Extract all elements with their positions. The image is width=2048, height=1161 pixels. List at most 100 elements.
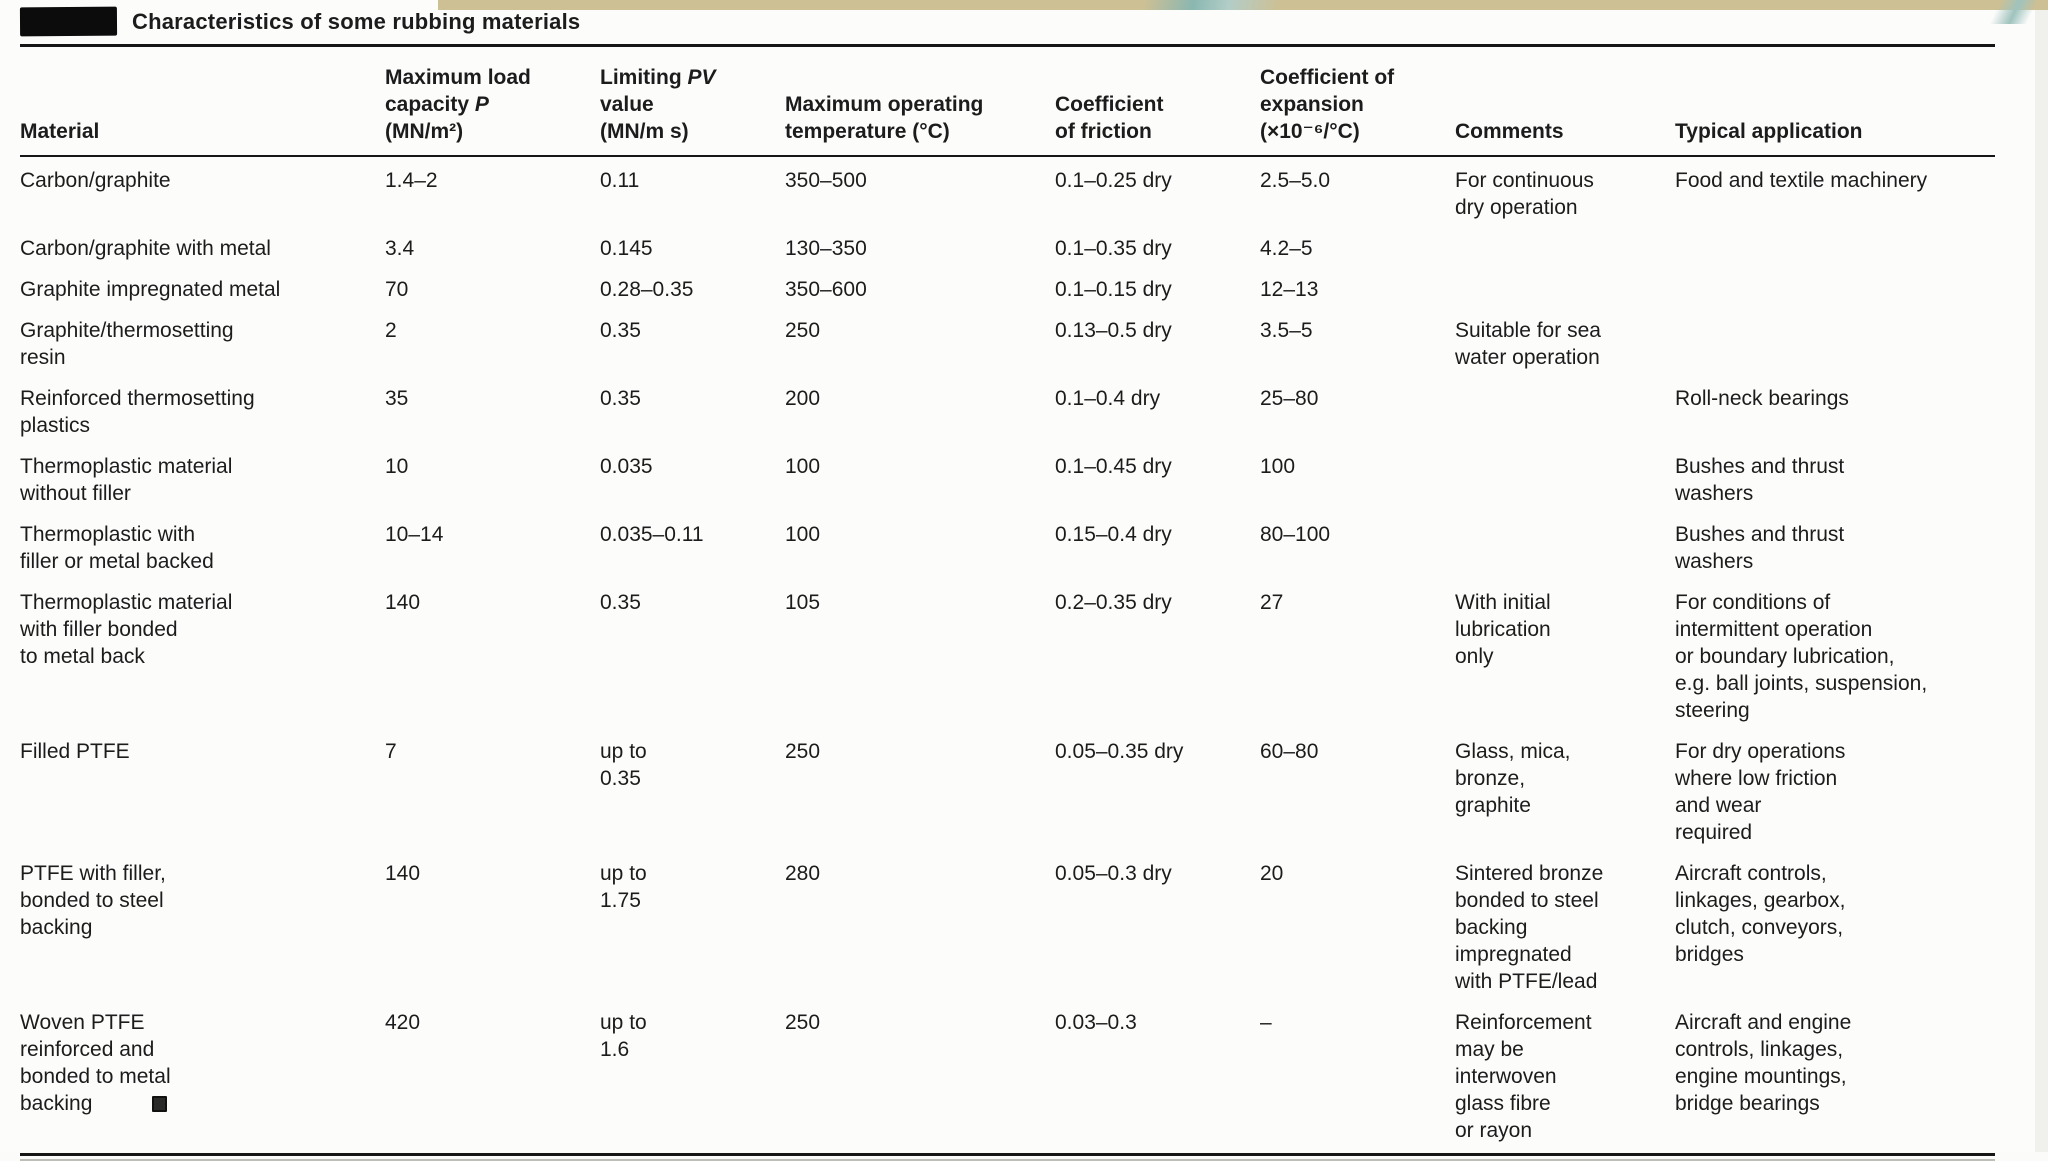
cell-application: Roll-neck bearings <box>1675 387 1849 410</box>
cell-load: 140 <box>385 862 421 885</box>
table-title: Characteristics of some rubbing material… <box>132 8 581 34</box>
cell-temperature: 250 <box>785 319 821 342</box>
cell-friction: 0.1–0.15 dry <box>1055 278 1172 301</box>
cell-load: 3.4 <box>385 237 415 260</box>
cell-pv: 0.28–0.35 <box>600 278 694 301</box>
cell-temperature: 130–350 <box>785 237 867 260</box>
cell-temperature: 100 <box>785 523 821 546</box>
cell-material: Thermoplastic with filler or metal backe… <box>20 523 214 573</box>
cell-expansion: 20 <box>1260 862 1284 885</box>
header-max-load-text: Maximum load capacity <box>385 66 531 116</box>
table-row: Thermoplastic material with filler bonde… <box>20 584 1995 733</box>
cell-pv: 0.035–0.11 <box>600 523 704 546</box>
cell-comments <box>1455 516 1675 584</box>
cell-application <box>1675 271 1995 312</box>
cell-friction: 0.13–0.5 dry <box>1055 319 1172 342</box>
cell-comments: Glass, mica, bronze, graphite <box>1455 740 1571 817</box>
header-max-load-unit: (MN/m²) <box>385 120 464 143</box>
table-row: Reinforced thermosetting plastics 35 0.3… <box>20 380 1995 448</box>
cell-friction: 0.1–0.45 dry <box>1055 455 1172 478</box>
cell-comments <box>1455 271 1675 312</box>
cell-friction: 0.05–0.35 dry <box>1055 740 1184 763</box>
cell-temperature: 105 <box>785 591 821 614</box>
cell-expansion: 80–100 <box>1260 523 1331 546</box>
cell-comments: Reinforcement may be interwoven glass fi… <box>1455 1011 1592 1142</box>
cell-friction: 0.1–0.25 dry <box>1055 169 1172 192</box>
cell-temperature: 350–500 <box>785 169 867 192</box>
cell-application: For dry operations where low friction an… <box>1675 740 1846 844</box>
cell-temperature: 200 <box>785 387 821 410</box>
cell-load: 70 <box>385 278 409 301</box>
cell-load: 7 <box>385 740 397 763</box>
cell-friction: 0.2–0.35 dry <box>1055 591 1172 614</box>
cell-material: Carbon/graphite <box>20 169 171 192</box>
cell-temperature: 250 <box>785 740 821 763</box>
cell-comments: With initial lubrication only <box>1455 591 1551 668</box>
header-limiting-pv-text: Limiting <box>600 66 688 89</box>
table-row: Graphite impregnated metal 70 0.28–0.35 … <box>20 271 1995 312</box>
cell-temperature: 100 <box>785 455 821 478</box>
cell-expansion: 2.5–5.0 <box>1260 169 1331 192</box>
table-row: Carbon/graphite with metal 3.4 0.145 130… <box>20 230 1995 271</box>
scan-artifact <box>152 1096 167 1112</box>
header-max-load: Maximum load capacity P (MN/m²) <box>385 47 600 157</box>
materials-table-container: Material Maximum load capacity P (MN/m²)… <box>20 44 1995 1161</box>
background-corner-streak <box>1978 0 2048 24</box>
header-expansion: Coefficient of expansion (×10⁻⁶/°C) <box>1260 47 1455 157</box>
cell-application: Aircraft and engine controls, linkages, … <box>1675 1011 1852 1115</box>
cell-friction: 0.15–0.4 dry <box>1055 523 1172 546</box>
cell-comments: Sintered bronze bonded to steel backing … <box>1455 862 1604 993</box>
cell-comments <box>1455 448 1675 516</box>
cell-friction: 0.05–0.3 dry <box>1055 862 1172 885</box>
cell-application: Food and textile machinery <box>1675 169 1928 192</box>
cell-comments: For continuous dry operation <box>1455 169 1594 219</box>
cell-material: Filled PTFE <box>20 740 130 763</box>
table-row: Woven PTFE reinforced and bonded to meta… <box>20 1004 1995 1155</box>
cell-pv: up to 1.6 <box>600 1011 647 1061</box>
header-material: Material <box>20 47 385 157</box>
cell-expansion: 27 <box>1260 591 1284 614</box>
cell-material: Graphite/thermosetting resin <box>20 319 234 369</box>
cell-comments <box>1455 380 1675 448</box>
redacted-table-number <box>19 6 118 37</box>
cell-material: Thermoplastic material without filler <box>20 455 233 505</box>
table-row: Carbon/graphite 1.4–2 0.11 350–500 0.1–0… <box>20 156 1995 230</box>
cell-application <box>1675 230 1995 271</box>
cell-load: 10 <box>385 455 409 478</box>
cell-application: Bushes and thrust washers <box>1675 455 1845 505</box>
cell-pv: 0.35 <box>600 591 641 614</box>
cell-pv: 0.11 <box>600 169 640 192</box>
materials-table: Material Maximum load capacity P (MN/m²)… <box>20 47 1995 1156</box>
cell-material: Carbon/graphite with metal <box>20 237 271 260</box>
table-row: PTFE with filler, bonded to steel backin… <box>20 855 1995 1004</box>
cell-pv: up to 0.35 <box>600 740 647 790</box>
cell-pv: 0.35 <box>600 319 641 342</box>
cell-friction: 0.03–0.3 <box>1055 1011 1137 1034</box>
cell-pv: 0.35 <box>600 387 641 410</box>
table-row: Thermoplastic material without filler 10… <box>20 448 1995 516</box>
header-limiting-pv: Limiting PV value (MN/m s) <box>600 47 785 157</box>
cell-material: Thermoplastic material with filler bonde… <box>20 591 233 668</box>
table-row: Thermoplastic with filler or metal backe… <box>20 516 1995 584</box>
cell-comments: Suitable for sea water operation <box>1455 319 1601 369</box>
cell-material: PTFE with filler, bonded to steel backin… <box>20 862 166 939</box>
cell-application: For conditions of intermittent operation… <box>1675 591 1928 722</box>
header-row: Material Maximum load capacity P (MN/m²)… <box>20 47 1995 157</box>
table-row: Filled PTFE 7 up to 0.35 250 0.05–0.35 d… <box>20 733 1995 855</box>
cell-material: Woven PTFE reinforced and bonded to meta… <box>20 1011 171 1115</box>
header-limiting-pv-symbol: PV <box>687 66 716 89</box>
cell-pv: 0.035 <box>600 455 653 478</box>
cell-application: Bushes and thrust washers <box>1675 523 1845 573</box>
cell-load: 10–14 <box>385 523 444 546</box>
header-comments: Comments <box>1455 47 1675 157</box>
cell-load: 420 <box>385 1011 421 1034</box>
table-row: Graphite/thermosetting resin 2 0.35 250 … <box>20 312 1995 380</box>
cell-load: 2 <box>385 319 397 342</box>
cell-pv: up to 1.75 <box>600 862 647 912</box>
cell-application: Aircraft controls, linkages, gearbox, cl… <box>1675 862 1846 966</box>
cell-load: 1.4–2 <box>385 169 438 192</box>
cell-expansion: – <box>1260 1011 1272 1034</box>
background-teal-streak <box>1130 0 1310 10</box>
header-friction: Coefficient of friction <box>1055 47 1260 157</box>
